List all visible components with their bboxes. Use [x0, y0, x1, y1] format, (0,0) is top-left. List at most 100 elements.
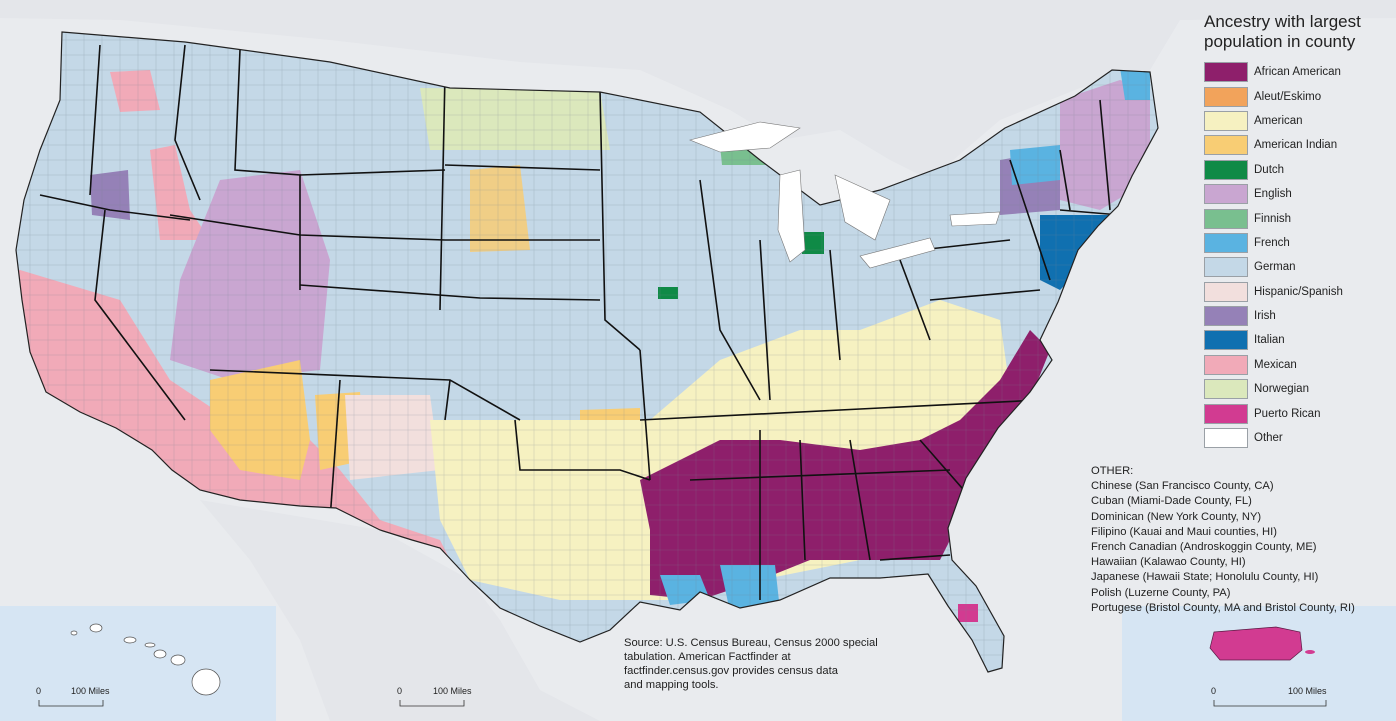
legend-item: Mexican [1204, 353, 1394, 377]
source-line-3: factfinder.census.gov provides census da… [624, 665, 838, 677]
legend-item: Puerto Rican [1204, 401, 1394, 425]
legend-item: Italian [1204, 328, 1394, 352]
source-line-4: and mapping tools. [624, 679, 719, 691]
legend-label: Other [1254, 432, 1283, 445]
legend-label: Dutch [1254, 163, 1285, 176]
other-item: Portugese (Bristol County, MA and Bristo… [1091, 601, 1355, 614]
other-list: Chinese (San Francisco County, CA) Cuban … [1091, 479, 1355, 616]
legend-swatch [1204, 379, 1248, 400]
legend-item: African American [1204, 60, 1394, 84]
alaska-scale-label: 100 Miles [433, 686, 472, 696]
legend-label: Hispanic/Spanish [1254, 285, 1343, 298]
legend-label: Puerto Rican [1254, 407, 1321, 420]
legend-item: American [1204, 109, 1394, 133]
legend-label: African American [1254, 66, 1341, 79]
alaska-scale-bar [399, 700, 465, 707]
legend-label: German [1254, 261, 1296, 274]
region-french-me [1120, 68, 1150, 100]
legend-swatch [1204, 257, 1248, 278]
puerto-rico-island [1209, 626, 1303, 661]
source-line-1: Source: U.S. Census Bureau, Census 2000 … [624, 637, 878, 649]
state-borders [39, 44, 1121, 600]
other-item: Chinese (San Francisco County, CA) [1091, 480, 1274, 493]
region-hispanic-nm [345, 395, 440, 480]
canada-land [0, 0, 1396, 180]
legend-label: Norwegian [1254, 383, 1309, 396]
other-item: Filipino (Kauai and Maui counties, HI) [1091, 525, 1277, 538]
region-american-indian-dakotas [470, 165, 530, 252]
hawaii-scale-label: 100 Miles [71, 686, 110, 696]
legend-label: Finnish [1254, 212, 1292, 225]
legend: Ancestry with largest population in coun… [1204, 12, 1394, 450]
legend-item: French [1204, 231, 1394, 255]
legend-list: African American Aleut/Eskimo American Amer… [1204, 60, 1394, 450]
legend-item: German [1204, 255, 1394, 279]
legend-swatch [1204, 208, 1248, 229]
legend-label: French [1254, 236, 1290, 249]
source-line-2: tabulation. American Factfinder at [624, 651, 791, 663]
region-puerto-rican-fl [958, 604, 978, 622]
puerto-rico-inset [1122, 606, 1396, 721]
hawaii-inset [0, 606, 276, 721]
legend-item: English [1204, 182, 1394, 206]
legend-item: Irish [1204, 304, 1394, 328]
pr-scale-label: 100 Miles [1288, 686, 1327, 696]
legend-swatch [1204, 354, 1248, 375]
legend-item: Other [1204, 426, 1394, 450]
legend-title-line2: population in county [1204, 32, 1356, 51]
mexico-land [200, 500, 600, 721]
region-norwegian [420, 88, 610, 150]
other-item: Cuban (Miami-Dade County, FL) [1091, 495, 1252, 508]
legend-item: Aleut/Eskimo [1204, 84, 1394, 108]
legend-label: American Indian [1254, 139, 1338, 152]
legend-label: Mexican [1254, 358, 1297, 371]
legend-swatch [1204, 306, 1248, 327]
hawaii-scale-zero: 0 [36, 686, 41, 696]
lake-ontario [949, 211, 1001, 227]
legend-title-line1: Ancestry with largest [1204, 12, 1361, 31]
legend-item: Dutch [1204, 158, 1394, 182]
puerto-rico-vieques [1305, 650, 1315, 654]
legend-swatch [1204, 428, 1248, 449]
other-item: Hawaiian (Kalawao County, HI) [1091, 556, 1246, 569]
region-french-vt [1010, 145, 1060, 185]
legend-item: American Indian [1204, 133, 1394, 157]
region-dutch-ia [658, 287, 678, 299]
legend-swatch [1204, 184, 1248, 205]
other-item: Dominican (New York County, NY) [1091, 510, 1262, 523]
other-item: Polish (Luzerne County, PA) [1091, 586, 1231, 599]
legend-swatch [1204, 330, 1248, 351]
region-italian-ne [1040, 215, 1110, 290]
legend-swatch [1204, 281, 1248, 302]
pr-scale-zero: 0 [1211, 686, 1216, 696]
legend-title: Ancestry with largest population in coun… [1204, 12, 1394, 52]
other-item: French Canadian (Androskoggin County, ME… [1091, 541, 1317, 554]
legend-label: American [1254, 114, 1303, 127]
legend-swatch [1204, 159, 1248, 180]
legend-item: Norwegian [1204, 377, 1394, 401]
legend-swatch [1204, 232, 1248, 253]
other-item: Japanese (Hawaii State; Honolulu County,… [1091, 571, 1319, 584]
legend-item: Finnish [1204, 206, 1394, 230]
legend-swatch [1204, 86, 1248, 107]
lake-michigan [777, 169, 806, 263]
legend-label: Irish [1254, 310, 1276, 323]
alaska-scale-zero: 0 [397, 686, 402, 696]
legend-swatch [1204, 110, 1248, 131]
region-african-american [640, 330, 1050, 600]
legend-label: Aleut/Eskimo [1254, 90, 1322, 103]
legend-label: Italian [1254, 334, 1285, 347]
source-note: Source: U.S. Census Bureau, Census 2000 … [624, 636, 914, 692]
region-mexican-wa [110, 70, 160, 112]
legend-item: Hispanic/Spanish [1204, 280, 1394, 304]
hawaii-islands [70, 623, 221, 696]
other-heading: OTHER: [1091, 465, 1134, 477]
legend-swatch [1204, 62, 1248, 83]
region-dutch-mi [802, 232, 824, 254]
other-notes: OTHER: Chinese (San Francisco County, CA… [1091, 464, 1355, 616]
pr-scale-bar [1213, 700, 1327, 707]
lake-superior [689, 121, 801, 153]
legend-label: English [1254, 188, 1292, 201]
